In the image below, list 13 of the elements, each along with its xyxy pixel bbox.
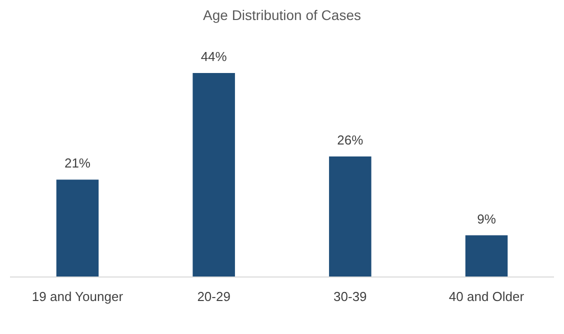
x-tick-label: 19 and Younger <box>32 289 124 304</box>
data-label: 44% <box>200 49 228 64</box>
x-tick-label: 20-29 <box>197 289 230 304</box>
data-label: 9% <box>477 211 496 226</box>
bar <box>56 180 99 277</box>
chart-title: Age Distribution of Cases <box>203 7 361 23</box>
data-label: 21% <box>64 156 91 171</box>
bar <box>192 73 235 277</box>
bar <box>329 156 372 277</box>
bar <box>465 235 508 277</box>
x-tick-label: 40 and Older <box>448 289 525 304</box>
data-label: 26% <box>337 132 364 148</box>
x-tick-label: 30-39 <box>334 289 367 304</box>
